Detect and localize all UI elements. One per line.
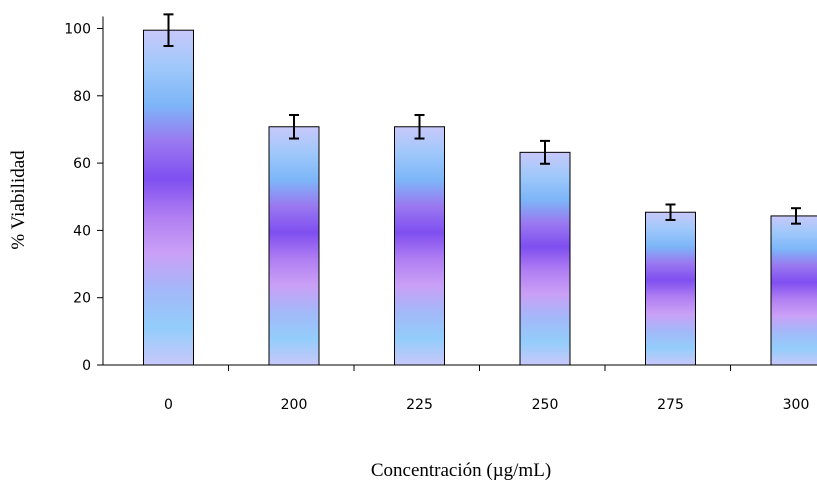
bar (268, 126, 320, 366)
bar (645, 211, 696, 366)
bars (143, 29, 817, 366)
error-bar (791, 207, 801, 225)
y-axis: 0 20 40 60 80 100 (64, 16, 104, 374)
error-bar (289, 113, 299, 140)
y-tick-label: 100 (64, 22, 91, 38)
x-tick-label: 225 (406, 397, 433, 413)
error-bar (540, 139, 550, 165)
x-tick-label: 250 (532, 397, 559, 413)
x-tick-label: 0 (164, 397, 173, 413)
y-tick-label: 80 (73, 89, 91, 105)
x-tick-label: 200 (281, 397, 308, 413)
bar (143, 29, 194, 366)
y-tick-label: 60 (73, 156, 91, 172)
error-bars (163, 13, 801, 225)
x-tick-label: 275 (657, 397, 684, 413)
x-tick-label: 300 (783, 397, 810, 413)
error-bar (163, 13, 174, 47)
bar (770, 215, 817, 366)
bar (519, 151, 571, 366)
x-axis: 0 200 225 250 275 300 (103, 364, 817, 413)
y-tick-label: 20 (73, 291, 91, 307)
error-bar (414, 113, 425, 140)
error-bar (665, 203, 676, 221)
y-axis-title: % Viabilidad (8, 150, 29, 250)
y-tick-label: 40 (73, 223, 91, 239)
x-axis-title: Concentración (µg/mL) (371, 460, 551, 481)
y-tick-label: 0 (82, 358, 91, 374)
bar (394, 126, 445, 366)
